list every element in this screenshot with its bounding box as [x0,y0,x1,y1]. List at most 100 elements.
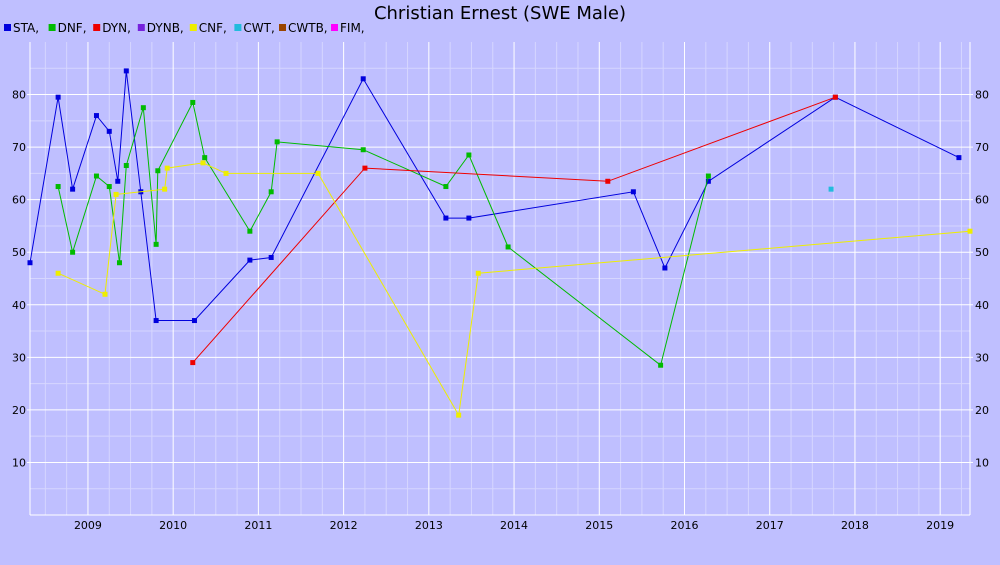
legend-label: DYNB, [147,21,184,35]
legend-swatch [331,24,338,31]
data-point [967,228,973,234]
data-point [55,270,61,276]
data-point [162,186,168,192]
y-tick-label-left: 60 [12,194,26,207]
legend: STA, DNF, DYN, DYNB, CNF, CWT, CWTB, FIM, [4,21,365,35]
data-point [630,189,636,195]
data-point [55,94,61,100]
x-tick-label: 2017 [756,519,784,532]
legend-swatch [48,24,56,31]
legend-label: FIM, [340,21,365,35]
data-point [140,105,146,111]
data-point [155,168,161,174]
data-point [153,241,159,247]
y-tick-label-left: 30 [12,351,26,364]
data-point [102,291,108,297]
data-point [247,257,253,263]
legend-label: DYN, [102,21,131,35]
x-tick-label: 2013 [415,519,443,532]
data-point [70,249,76,255]
data-point [153,318,159,324]
x-tick-label: 2011 [244,519,272,532]
data-point [106,128,112,134]
data-point [93,173,99,179]
data-point [466,152,472,158]
data-point [360,76,366,82]
y-tick-label-right: 40 [975,299,989,312]
y-tick-label-left: 40 [12,299,26,312]
y-tick-label-right: 50 [975,246,989,259]
data-point [93,113,99,119]
data-point [360,147,366,153]
x-tick-label: 2010 [159,519,187,532]
y-tick-label-right: 70 [975,141,989,154]
data-point [605,178,611,184]
data-point [475,270,481,276]
data-point [274,139,280,145]
y-tick-label-left: 80 [12,89,26,102]
legend-label: CWT, [243,21,274,35]
data-point [123,68,129,74]
x-tick-label: 2009 [74,519,102,532]
data-point [658,362,664,368]
data-point [106,184,112,190]
x-tick-label: 2019 [926,519,954,532]
legend-label: CNF, [199,21,227,35]
data-point [456,412,462,418]
y-tick-label-right: 60 [975,194,989,207]
data-point [191,318,197,324]
legend-label: CWTB, [288,21,328,35]
data-point [828,186,834,192]
data-point [223,170,229,176]
x-tick-label: 2014 [500,519,528,532]
data-point [956,155,962,161]
y-tick-label-left: 20 [12,404,26,417]
x-tick-label: 2015 [585,519,613,532]
legend-swatch [137,24,145,31]
y-tick-label-left: 50 [12,246,26,259]
legend-swatch [93,24,101,31]
data-point [200,160,206,166]
legend-swatch [189,24,197,31]
x-tick-label: 2012 [330,519,358,532]
data-point [202,155,208,161]
x-tick-label: 2016 [671,519,699,532]
y-tick-label-right: 20 [975,404,989,417]
data-point [190,99,196,105]
data-point [705,173,711,179]
data-point [55,184,61,190]
data-point [662,265,668,271]
legend-label: DNF, [58,21,87,35]
data-point [164,165,170,171]
axes: 10 10 20 20 30 30 40 40 50 50 60 60 70 70 80 80 2009 2010… [12,42,989,532]
data-point [247,228,253,234]
grid [30,42,970,515]
series-line [57,100,709,367]
legend-swatch [4,24,11,31]
series-line [192,96,836,363]
y-tick-label-right: 80 [975,89,989,102]
data-point [505,244,511,250]
data-point [115,178,121,184]
data-point [832,94,838,100]
data-point [443,215,449,221]
y-tick-label-left: 10 [12,456,26,469]
data-point [268,254,274,260]
legend-swatch [234,24,242,31]
data-point [268,189,274,195]
data-point [466,215,472,221]
data-point [116,260,122,266]
chart-title: Christian Ernest (SWE Male) [374,3,626,24]
legend-swatch [279,24,286,31]
y-tick-label-right: 30 [975,351,989,364]
y-tick-label-left: 70 [12,141,26,154]
series-layer [27,68,973,418]
series-line [29,70,960,321]
data-point [362,165,368,171]
data-point [315,170,321,176]
data-point [27,260,33,266]
data-point [705,178,711,184]
x-tick-label: 2018 [841,519,869,532]
